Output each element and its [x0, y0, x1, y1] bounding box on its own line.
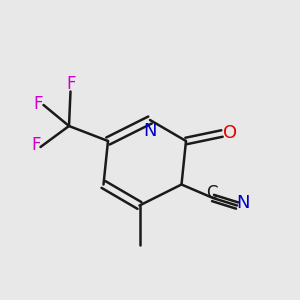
Text: F: F	[66, 75, 76, 93]
Text: C: C	[206, 184, 217, 202]
Text: N: N	[143, 122, 157, 140]
Text: F: F	[33, 95, 43, 113]
Text: O: O	[223, 124, 238, 142]
Text: N: N	[236, 194, 250, 211]
Text: F: F	[31, 136, 41, 154]
